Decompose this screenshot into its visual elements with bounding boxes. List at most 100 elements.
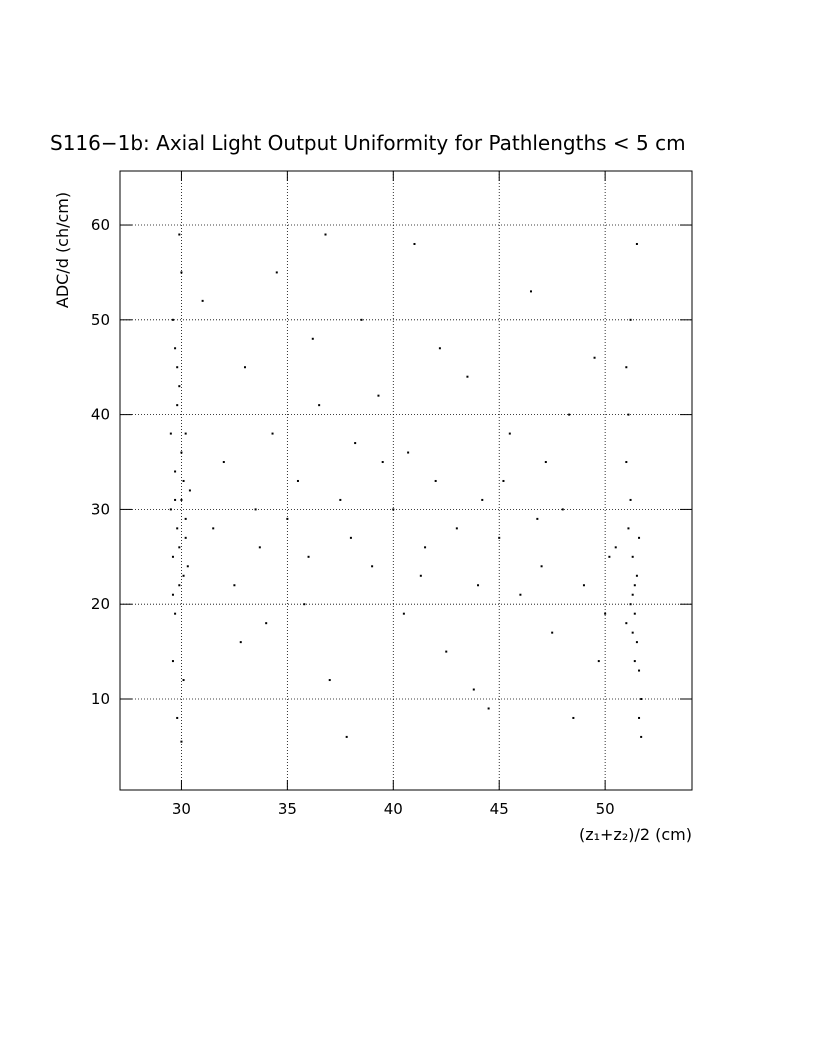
- point: [640, 735, 643, 738]
- x-tick-label: 50: [596, 800, 615, 818]
- point: [324, 233, 327, 236]
- point: [171, 318, 174, 321]
- point: [265, 622, 268, 625]
- point: [286, 517, 289, 520]
- point: [258, 546, 261, 549]
- point: [178, 546, 181, 549]
- point: [502, 479, 505, 482]
- y-tick-label: 30: [91, 500, 110, 518]
- point: [239, 641, 242, 644]
- x-tick-label: 45: [490, 800, 509, 818]
- point: [176, 527, 179, 530]
- point: [176, 404, 179, 407]
- point: [371, 565, 374, 568]
- point: [614, 546, 617, 549]
- point: [174, 498, 177, 501]
- point: [377, 394, 380, 397]
- point: [544, 461, 547, 464]
- point: [381, 461, 384, 464]
- x-tick-label: 30: [172, 800, 191, 818]
- point: [188, 489, 191, 492]
- point: [629, 498, 632, 501]
- point: [487, 707, 490, 710]
- point: [551, 631, 554, 634]
- point: [572, 716, 575, 719]
- point: [186, 565, 189, 568]
- point: [633, 660, 636, 663]
- point: [212, 527, 215, 530]
- point: [633, 584, 636, 587]
- point: [345, 735, 348, 738]
- point: [303, 603, 306, 606]
- point: [178, 584, 181, 587]
- point: [182, 479, 185, 482]
- point: [354, 442, 357, 445]
- point: [178, 385, 181, 388]
- point: [604, 612, 607, 615]
- point: [178, 233, 181, 236]
- point: [519, 593, 522, 596]
- point: [593, 356, 596, 359]
- point: [625, 461, 628, 464]
- point: [597, 660, 600, 663]
- point: [296, 479, 299, 482]
- point: [402, 612, 405, 615]
- y-tick-label: 10: [91, 690, 110, 708]
- point: [169, 432, 172, 435]
- point: [434, 479, 437, 482]
- point: [349, 536, 352, 539]
- point: [536, 517, 539, 520]
- point: [627, 413, 630, 416]
- point: [184, 536, 187, 539]
- point: [182, 574, 185, 577]
- point: [184, 517, 187, 520]
- y-tick-label: 40: [91, 406, 110, 424]
- point: [625, 366, 628, 369]
- point: [633, 612, 636, 615]
- y-tick-label: 50: [91, 311, 110, 329]
- point: [176, 366, 179, 369]
- point: [424, 546, 427, 549]
- point: [631, 593, 634, 596]
- plot-frame: [119, 170, 693, 791]
- point: [254, 508, 257, 511]
- point: [180, 451, 183, 454]
- y-axis-label: ADC/d (ch/cm): [53, 192, 72, 308]
- point: [508, 432, 511, 435]
- point: [477, 584, 480, 587]
- point: [466, 375, 469, 378]
- point: [568, 413, 571, 416]
- point: [233, 584, 236, 587]
- point: [392, 508, 395, 511]
- point: [339, 498, 342, 501]
- point: [180, 498, 183, 501]
- point: [638, 716, 641, 719]
- point: [631, 631, 634, 634]
- point: [582, 584, 585, 587]
- point: [174, 470, 177, 473]
- point: [328, 679, 331, 682]
- point: [307, 555, 310, 558]
- x-tick-label: 40: [384, 800, 403, 818]
- point: [635, 574, 638, 577]
- y-tick-label: 60: [91, 216, 110, 234]
- point: [171, 660, 174, 663]
- y-tick-label: 20: [91, 595, 110, 613]
- point: [445, 650, 448, 653]
- point: [627, 527, 630, 530]
- point: [629, 603, 632, 606]
- point: [631, 555, 634, 558]
- point: [171, 593, 174, 596]
- point: [635, 242, 638, 245]
- point: [529, 290, 532, 293]
- point: [540, 565, 543, 568]
- point: [472, 688, 475, 691]
- point: [608, 555, 611, 558]
- x-tick-label: 35: [278, 800, 297, 818]
- point: [438, 347, 441, 350]
- point: [180, 271, 183, 274]
- point: [174, 612, 177, 615]
- point: [481, 498, 484, 501]
- point: [275, 271, 278, 274]
